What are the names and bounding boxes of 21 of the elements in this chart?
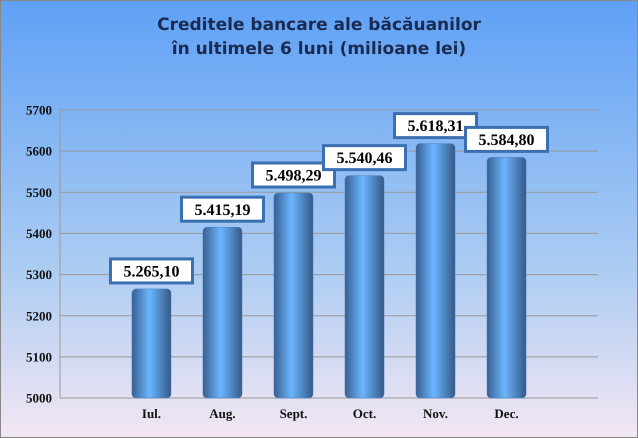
y-tick-label: 5000 — [26, 390, 52, 406]
x-tick-label: Dec. — [494, 406, 519, 421]
x-tick-label: Aug. — [209, 406, 236, 421]
data-label: 5.584,80 — [478, 132, 535, 149]
y-tick-label: 5200 — [26, 308, 52, 324]
data-label: 5.415,19 — [194, 202, 250, 219]
data-label: 5.618,31 — [408, 118, 464, 136]
y-tick-label: 5700 — [26, 102, 52, 118]
chart-title: Creditele bancare ale băcăuanilor în ultimele 6 luni (milioane lei) — [157, 15, 482, 59]
y-tick-label: 5400 — [26, 226, 52, 241]
y-tick-label: 5600 — [26, 144, 52, 159]
x-tick-label: Sept. — [280, 406, 308, 421]
x-tick-label: Oct. — [352, 406, 376, 421]
data-label: 5.540,46 — [336, 150, 393, 168]
x-tick-label: Iul. — [142, 406, 162, 421]
y-tick-label: 5300 — [26, 267, 52, 282]
data-label: 5.498,29 — [265, 168, 322, 185]
x-tick-label: Nov. — [423, 406, 448, 421]
y-tick-label: 5500 — [26, 184, 52, 200]
data-label: 5.265,10 — [123, 264, 180, 281]
y-tick-label: 5100 — [26, 349, 52, 364]
